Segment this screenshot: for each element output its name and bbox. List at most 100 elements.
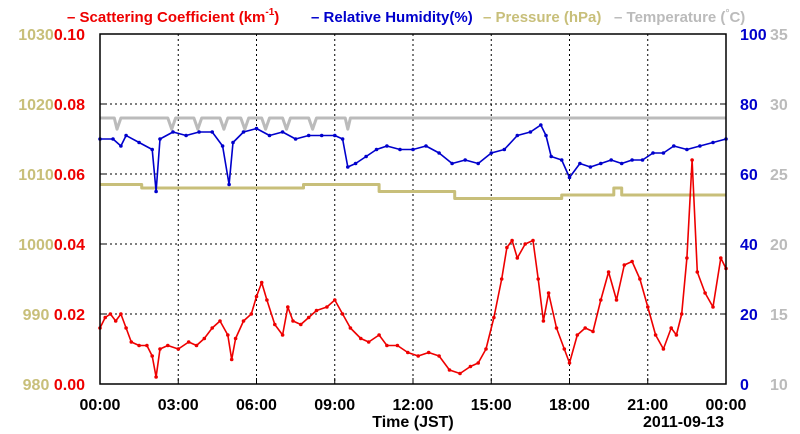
relative-humidity-point — [267, 133, 272, 138]
relative-humidity-point — [124, 133, 128, 138]
humidity-axis-tick-label: 20 — [740, 307, 758, 324]
axes-layer: 00:00 03:00 06:00 09:00 12:00 15:00 18:00 21:00… — [18, 27, 788, 414]
relative-humidity-point — [502, 147, 507, 152]
relative-humidity-point — [293, 137, 298, 141]
legend-scattering: – Scattering Coefficient (km-1) — [67, 7, 279, 26]
scattering-coefficient-point — [406, 350, 410, 355]
scattering-coefficient-point — [254, 294, 259, 299]
scattering-coefficient-point — [695, 270, 700, 274]
scattering-coefficient-point — [630, 259, 634, 264]
scattering-axis-tick-label: 0.10 — [54, 27, 85, 44]
scattering-coefficient-point — [210, 326, 214, 330]
relative-humidity-point — [374, 147, 379, 152]
scattering-coefficient-point — [416, 354, 421, 358]
scattering-coefficient-point — [366, 340, 371, 344]
relative-humidity-point — [711, 140, 715, 145]
relative-humidity-point — [578, 161, 582, 166]
scattering-coefficient-point — [299, 322, 303, 327]
scattering-coefficient-point — [259, 280, 264, 285]
relative-humidity-point — [346, 165, 350, 169]
scattering-coefficient-point — [599, 298, 603, 302]
scattering-coefficient-point — [377, 333, 381, 337]
scattering-coefficient-point — [562, 347, 567, 351]
legend-pressure: – Pressure (hPa) — [483, 9, 601, 26]
relative-humidity-point — [333, 133, 337, 138]
scattering-coefficient-point — [541, 319, 546, 323]
x-tick-label: 00:00 — [80, 397, 121, 414]
relative-humidity-point — [184, 133, 188, 138]
scattering-coefficient-point — [226, 333, 230, 337]
scattering-coefficient-point — [273, 322, 277, 327]
gridlines — [100, 34, 726, 384]
relative-humidity-point — [220, 144, 225, 148]
relative-humidity-point — [619, 161, 624, 166]
scattering-coefficient-point — [108, 312, 113, 316]
scattering-coefficient-point — [622, 263, 627, 267]
x-tick-label: 03:00 — [158, 397, 199, 414]
relative-humidity-point — [385, 144, 389, 148]
scattering-coefficient-point — [426, 350, 431, 355]
scattering-coefficient-point — [492, 315, 496, 320]
relative-humidity-point — [424, 144, 428, 148]
scattering-coefficient-point — [229, 357, 234, 362]
scattering-coefficient-point — [233, 336, 238, 341]
scattering-coefficient-point — [265, 298, 269, 302]
relative-humidity-point — [528, 130, 533, 134]
pressure-axis-tick-label: 1030 — [18, 27, 54, 44]
temperature-axis-tick-label: 10 — [770, 377, 788, 394]
scattering-coefficient-point — [202, 336, 207, 341]
relative-humidity-point — [319, 133, 324, 138]
relative-humidity-point — [171, 130, 175, 134]
relative-humidity-point — [150, 147, 154, 152]
relative-humidity-point — [210, 130, 214, 134]
relative-humidity-point — [111, 137, 115, 141]
pressure-axis-tick-label: 1020 — [18, 97, 54, 114]
temperature-axis-tick-label: 20 — [770, 237, 788, 254]
scattering-coefficient-point — [499, 277, 504, 281]
relative-humidity-point — [137, 140, 141, 145]
scattering-axis-tick-label: 0.08 — [54, 97, 85, 114]
scattering-coefficient-point — [638, 277, 642, 281]
relative-humidity-point — [364, 154, 368, 159]
relative-humidity-point — [119, 144, 123, 148]
pressure-axis-tick-label: 990 — [23, 307, 50, 324]
relative-humidity-point — [450, 161, 454, 166]
temperature-axis-tick-label: 30 — [770, 97, 788, 114]
relative-humidity-point — [280, 130, 285, 134]
relative-humidity-point — [398, 147, 402, 152]
scattering-coefficient-point — [113, 319, 118, 323]
scattering-coefficient-point — [286, 305, 290, 309]
scattering-coefficient-point — [359, 336, 363, 341]
temperature-axis-tick-label: 15 — [770, 307, 788, 324]
relative-humidity-point — [698, 144, 702, 148]
scattering-axis-tick-label: 0.02 — [54, 307, 85, 324]
pressure-axis-tick-label: 1000 — [18, 237, 54, 254]
scattering-coefficient-point — [437, 354, 441, 358]
relative-humidity-point — [567, 175, 572, 180]
scattering-coefficient-point — [523, 242, 527, 246]
relative-humidity-point — [549, 154, 553, 159]
humidity-axis-tick-label: 100 — [740, 27, 767, 44]
scattering-coefficient-point — [515, 256, 520, 260]
relative-humidity-point — [231, 140, 235, 145]
relative-humidity-point — [158, 137, 162, 141]
date-label: 2011-09-13 — [643, 414, 724, 431]
scattering-coefficient-point — [679, 312, 684, 316]
scattering-coefficient-point — [145, 343, 149, 348]
scattering-coefficient-point — [150, 354, 154, 358]
scattering-coefficient-point — [531, 238, 535, 243]
scattering-coefficient-point — [129, 340, 134, 344]
temperature-axis-tick-label: 35 — [770, 27, 788, 44]
humidity-axis-tick-label: 40 — [740, 237, 758, 254]
scattering-coefficient-point — [385, 343, 389, 348]
scattering-coefficient-point — [137, 343, 141, 348]
scattering-coefficient-point — [158, 347, 162, 351]
legend-humidity: – Relative Humidity(%) — [311, 9, 473, 26]
relative-humidity-point — [661, 151, 666, 155]
scattering-coefficient-point — [685, 256, 689, 260]
scattering-coefficient-point — [606, 270, 611, 274]
temperature-axis-tick-label: 25 — [770, 167, 788, 184]
scattering-coefficient-point — [458, 371, 462, 376]
relative-humidity-point — [685, 147, 689, 152]
scattering-coefficient-point — [690, 158, 694, 162]
